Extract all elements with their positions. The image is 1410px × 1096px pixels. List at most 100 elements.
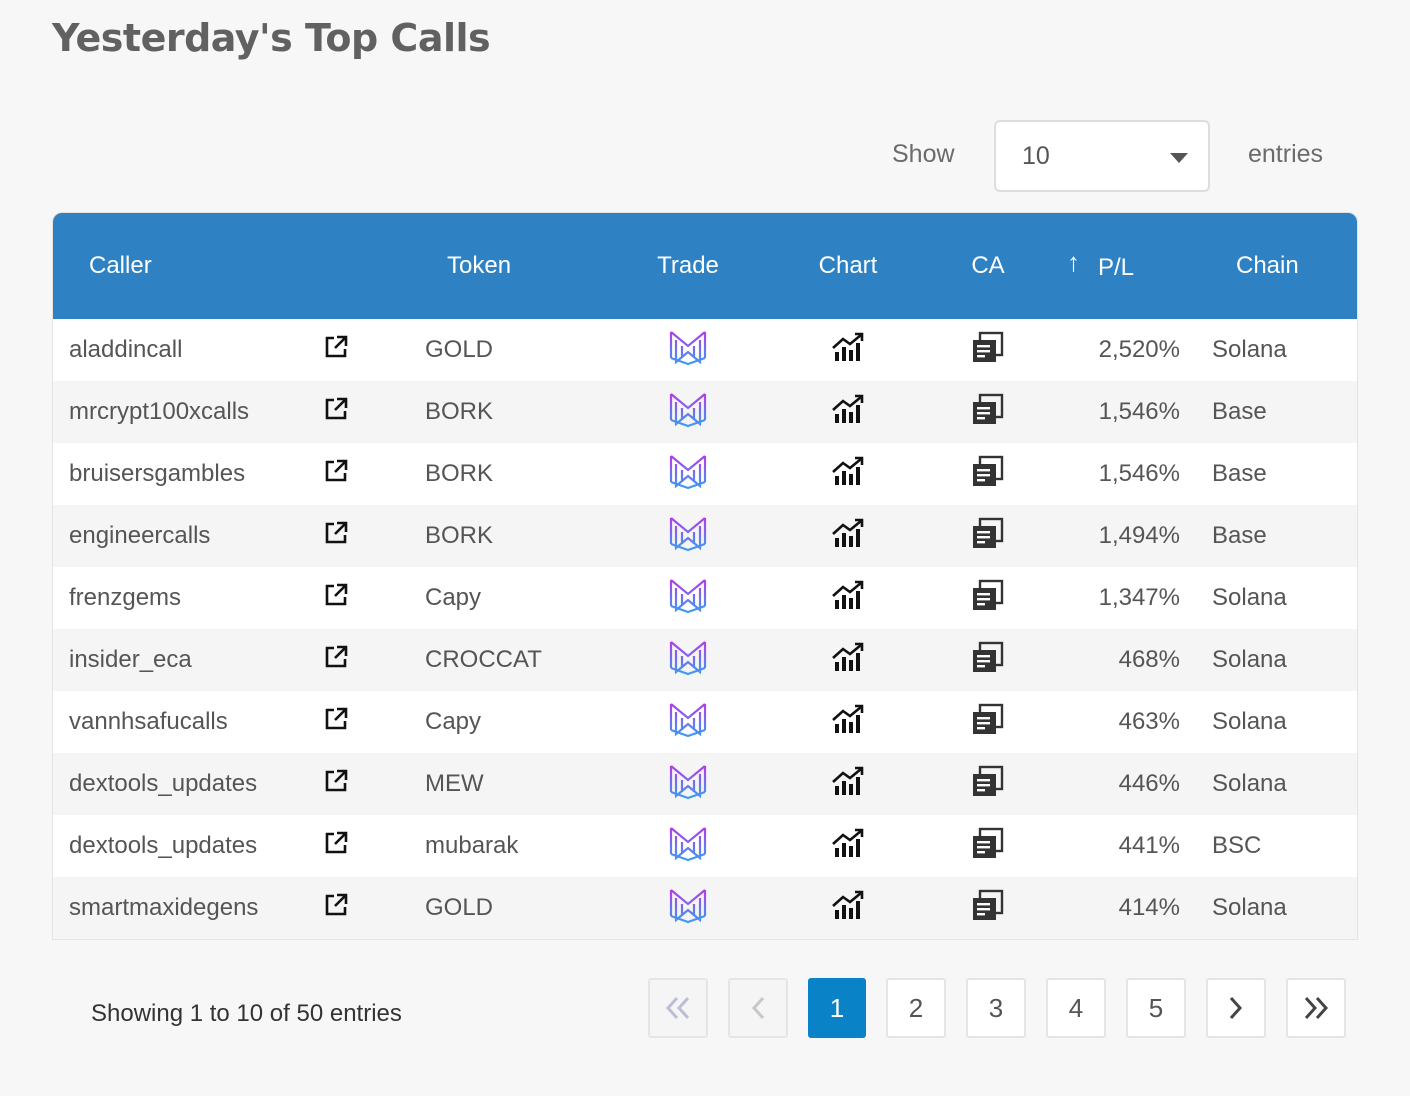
chart-growth-icon[interactable]	[831, 580, 865, 610]
header-pl[interactable]: ↑ P/L	[1043, 213, 1198, 319]
external-link-icon[interactable]	[323, 768, 349, 794]
trade-logo-icon[interactable]	[668, 576, 708, 614]
caller-cell[interactable]: frenzgems	[69, 584, 182, 611]
caller-cell[interactable]: dextools_updates	[69, 832, 258, 859]
header-pl-label: P/L	[1098, 253, 1135, 281]
trade-logo-icon[interactable]	[668, 390, 708, 428]
pl-cell: 468%	[1118, 646, 1180, 673]
trade-logo-icon[interactable]	[668, 824, 708, 862]
double-chevron-right-icon	[1304, 996, 1329, 1020]
caret-down-icon	[1170, 153, 1188, 163]
external-link-icon[interactable]	[323, 830, 349, 856]
caller-cell[interactable]: vannhsafucalls	[69, 708, 228, 735]
external-link-icon[interactable]	[323, 334, 349, 360]
page-button-1[interactable]: 1	[808, 978, 866, 1038]
trade-logo-icon[interactable]	[668, 886, 708, 924]
caller-cell[interactable]: engineercalls	[69, 522, 211, 549]
chart-growth-icon[interactable]	[831, 642, 865, 672]
sort-ascending-icon: ↑	[1067, 246, 1080, 277]
token-cell: BORK	[425, 522, 494, 549]
chain-cell: BSC	[1212, 832, 1262, 859]
chart-growth-icon[interactable]	[831, 394, 865, 424]
chart-growth-icon[interactable]	[831, 766, 865, 796]
trade-logo-icon[interactable]	[668, 638, 708, 676]
token-cell: Capy	[425, 708, 482, 735]
chain-cell: Base	[1212, 398, 1267, 425]
copy-icon[interactable]	[971, 827, 1005, 859]
page-title: Yesterday's Top Calls	[52, 16, 491, 60]
caller-cell[interactable]: aladdincall	[69, 336, 183, 363]
copy-icon[interactable]	[971, 641, 1005, 673]
table-row: bruisersgambles BORK 1,546% Base	[53, 443, 1357, 505]
page-button-3[interactable]: 3	[966, 978, 1026, 1038]
pl-cell: 1,546%	[1098, 460, 1180, 487]
copy-icon[interactable]	[971, 331, 1005, 363]
header-chart[interactable]: Chart	[818, 252, 878, 279]
external-link-icon[interactable]	[323, 520, 349, 546]
token-cell: MEW	[425, 770, 484, 797]
external-link-icon[interactable]	[323, 396, 349, 422]
chart-growth-icon[interactable]	[831, 890, 865, 920]
table-row: frenzgems Capy 1,347% Solana	[53, 567, 1357, 629]
pl-cell: 2,520%	[1098, 336, 1180, 363]
next-page-button[interactable]	[1206, 978, 1266, 1038]
page-button-4[interactable]: 4	[1046, 978, 1106, 1038]
external-link-icon[interactable]	[323, 892, 349, 918]
first-page-button[interactable]	[648, 978, 708, 1038]
copy-icon[interactable]	[971, 579, 1005, 611]
copy-icon[interactable]	[971, 393, 1005, 425]
token-cell: GOLD	[425, 336, 494, 363]
trade-logo-icon[interactable]	[668, 328, 708, 366]
chain-cell: Solana	[1212, 646, 1287, 673]
prev-page-button[interactable]	[728, 978, 788, 1038]
caller-cell[interactable]: smartmaxidegens	[69, 894, 259, 921]
last-page-button[interactable]	[1286, 978, 1346, 1038]
external-link-icon[interactable]	[323, 644, 349, 670]
chain-cell: Solana	[1212, 708, 1287, 735]
copy-icon[interactable]	[971, 765, 1005, 797]
copy-icon[interactable]	[971, 703, 1005, 735]
table-row: smartmaxidegens GOLD 414% Solana	[53, 877, 1357, 939]
entries-per-page-select[interactable]: 10	[994, 120, 1210, 192]
copy-icon[interactable]	[971, 889, 1005, 921]
trade-logo-icon[interactable]	[668, 700, 708, 738]
chart-growth-icon[interactable]	[831, 332, 865, 362]
show-label: Show	[892, 140, 955, 168]
table-header-row: Caller Token Trade Chart CA ↑ P/L Chain	[53, 213, 1357, 319]
pl-cell: 1,546%	[1098, 398, 1180, 425]
token-cell: BORK	[425, 460, 494, 487]
page-button-2[interactable]: 2	[886, 978, 946, 1038]
header-trade[interactable]: Trade	[657, 252, 719, 279]
chain-cell: Base	[1212, 522, 1267, 549]
chart-growth-icon[interactable]	[831, 704, 865, 734]
header-chain[interactable]: Chain	[1236, 252, 1299, 279]
external-link-icon[interactable]	[323, 458, 349, 484]
page-button-5[interactable]: 5	[1126, 978, 1186, 1038]
header-caller[interactable]: Caller	[89, 252, 152, 279]
pl-cell: 1,347%	[1098, 584, 1180, 611]
table-row: aladdincall GOLD 2,520% Solana	[53, 319, 1357, 381]
copy-icon[interactable]	[971, 455, 1005, 487]
pl-cell: 441%	[1118, 832, 1180, 859]
caller-cell[interactable]: dextools_updates	[69, 770, 258, 797]
chart-growth-icon[interactable]	[831, 518, 865, 548]
trade-logo-icon[interactable]	[668, 762, 708, 800]
token-cell: mubarak	[425, 832, 519, 859]
chain-cell: Solana	[1212, 770, 1287, 797]
trade-logo-icon[interactable]	[668, 514, 708, 552]
caller-cell[interactable]: insider_eca	[69, 646, 192, 673]
token-cell: GOLD	[425, 894, 494, 921]
header-token[interactable]: Token	[447, 252, 512, 279]
chart-growth-icon[interactable]	[831, 456, 865, 486]
caller-cell[interactable]: bruisersgambles	[69, 460, 246, 487]
copy-icon[interactable]	[971, 517, 1005, 549]
chart-growth-icon[interactable]	[831, 828, 865, 858]
chevron-right-icon	[1229, 996, 1243, 1020]
external-link-icon[interactable]	[323, 706, 349, 732]
trade-logo-icon[interactable]	[668, 452, 708, 490]
header-ca[interactable]: CA	[971, 252, 1005, 279]
pl-cell: 1,494%	[1098, 522, 1180, 549]
table-row: engineercalls BORK 1,494% Base	[53, 505, 1357, 567]
caller-cell[interactable]: mrcrypt100xcalls	[69, 398, 250, 425]
external-link-icon[interactable]	[323, 582, 349, 608]
